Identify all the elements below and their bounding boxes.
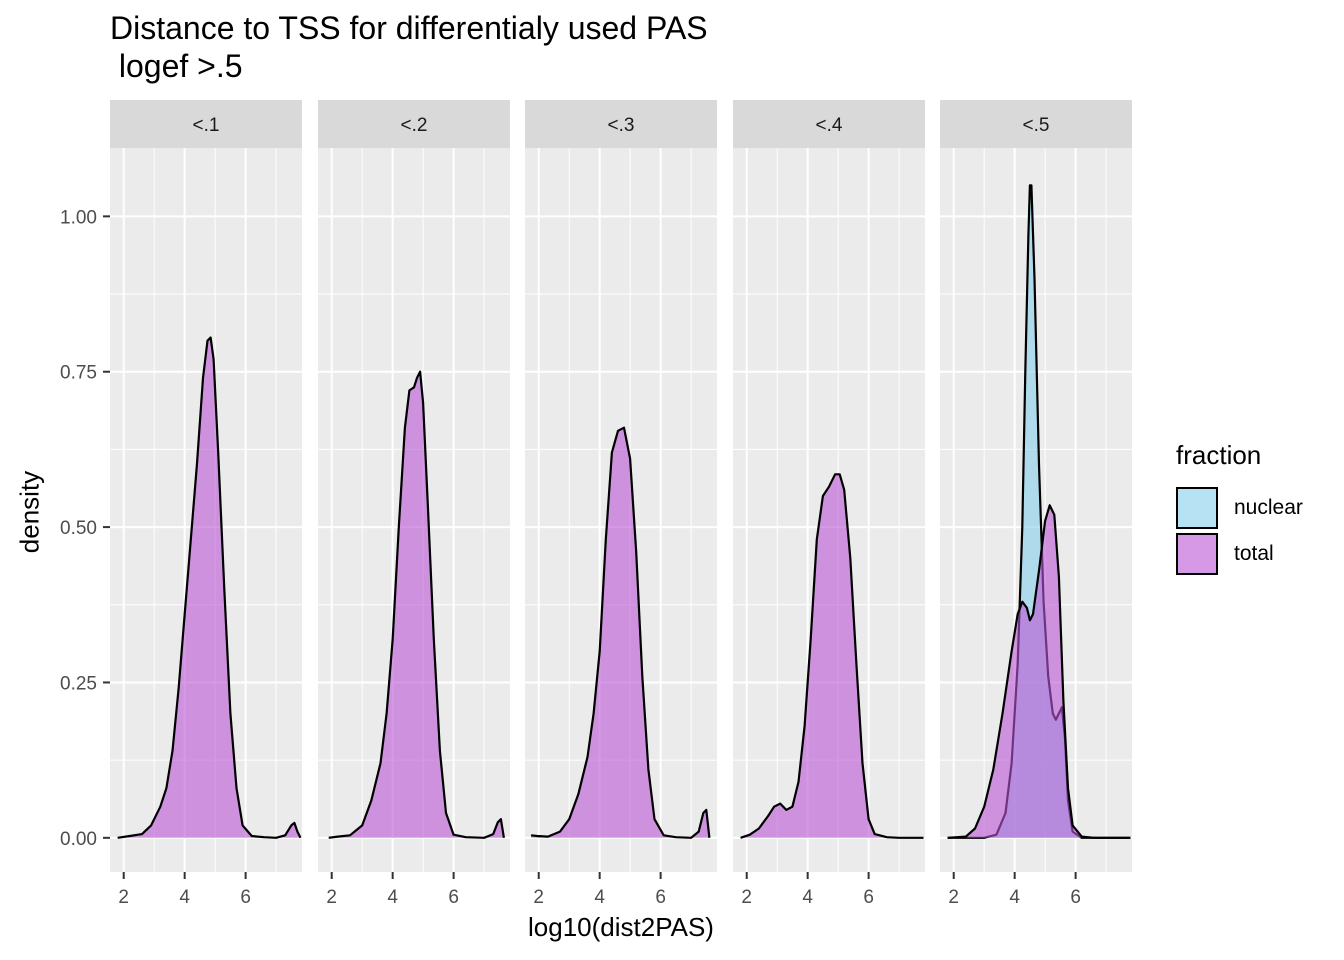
y-axis-label: density	[14, 470, 45, 554]
density-line-total	[328, 370, 505, 839]
x-tick-label: 6	[1070, 887, 1081, 908]
density-area-total	[947, 505, 1131, 838]
x-tick-label: 6	[863, 887, 874, 908]
facet-strip-label: <.1	[193, 115, 220, 136]
chart-title: Distance to TSS for differentialy used P…	[110, 10, 708, 46]
legend-swatch-nuclear	[1176, 487, 1218, 529]
y-tick-label: 0.25	[60, 673, 97, 694]
x-tick-label: 4	[1009, 887, 1020, 908]
legend-label-total: total	[1234, 542, 1274, 565]
legend-title: fraction	[1176, 440, 1262, 470]
density-line-total	[117, 336, 302, 839]
facet-strip	[110, 100, 302, 148]
facet-strip-label: <.5	[1023, 115, 1050, 136]
y-tick-label: 0.75	[60, 363, 97, 384]
x-tick-label: 2	[741, 887, 752, 908]
x-tick-label: 6	[240, 887, 251, 908]
x-tick-label: 6	[448, 887, 459, 908]
x-tick-label: 2	[948, 887, 959, 908]
legend-item-total: total	[1176, 531, 1303, 577]
facet-strip	[318, 100, 510, 148]
legend-label-nuclear: nuclear	[1234, 496, 1303, 519]
y-tick-label: 1.00	[60, 207, 97, 228]
density-area-nuclear	[947, 185, 1131, 838]
chart-subtitle: logef >.5	[110, 48, 243, 84]
x-tick-label: 4	[387, 887, 398, 908]
x-tick-label: 4	[179, 887, 190, 908]
density-area-total	[328, 371, 504, 838]
facet-strip	[525, 100, 717, 148]
x-tick-label: 6	[655, 887, 666, 908]
y-tick-label: 0.50	[60, 518, 97, 539]
x-tick-label: 2	[326, 887, 337, 908]
x-tick-label: 4	[802, 887, 813, 908]
density-line-total	[740, 473, 924, 839]
x-tick-label: 2	[118, 887, 129, 908]
facet-strip-label: <.3	[608, 115, 635, 136]
density-area-total	[117, 337, 301, 838]
legend-swatch-total	[1176, 533, 1218, 575]
x-tick-label: 4	[594, 887, 605, 908]
facet-strip-label: <.2	[401, 115, 428, 136]
x-axis-label: log10(dist2PAS)	[528, 912, 714, 942]
x-tick-label: 2	[533, 887, 544, 908]
y-tick-label: 0.00	[60, 829, 97, 850]
legend: fraction nuclear total	[1176, 440, 1303, 577]
density-area-total	[740, 474, 924, 838]
density-line-total	[947, 504, 1131, 839]
density-line-total	[530, 426, 711, 839]
density-area-total	[531, 427, 710, 838]
facet-strip-label: <.4	[816, 115, 843, 136]
legend-item-nuclear: nuclear	[1176, 485, 1303, 531]
chart-subtitle-text: logef >.5	[118, 48, 243, 84]
facet-strip	[733, 100, 925, 148]
facet-strip	[940, 100, 1132, 148]
